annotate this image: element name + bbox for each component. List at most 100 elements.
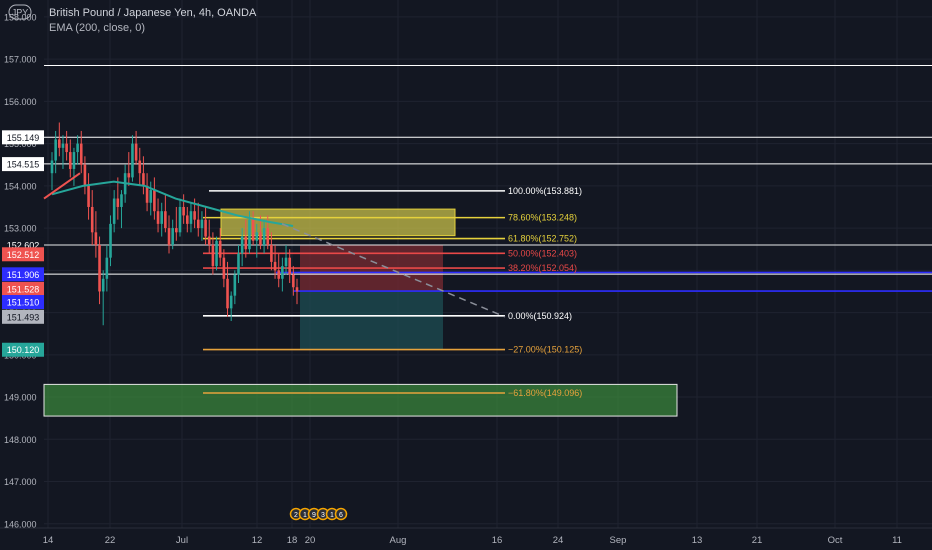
candle-body[interactable] bbox=[134, 143, 138, 161]
candle-body[interactable] bbox=[164, 211, 167, 229]
short-target-zone[interactable] bbox=[300, 291, 443, 350]
candle-body[interactable] bbox=[193, 211, 196, 220]
candle-body[interactable] bbox=[229, 295, 233, 309]
candle-body[interactable] bbox=[277, 270, 281, 279]
x-tick-label: Jul bbox=[176, 535, 188, 546]
x-tick-label: 14 bbox=[43, 535, 54, 546]
candle-body[interactable] bbox=[240, 236, 244, 254]
candle-body[interactable] bbox=[273, 261, 277, 271]
candle-body[interactable] bbox=[98, 244, 101, 292]
candle-body[interactable] bbox=[185, 215, 189, 224]
fib-level-label: −61.80%(149.096) bbox=[508, 388, 582, 398]
candle-body[interactable] bbox=[196, 219, 200, 229]
candle-body[interactable] bbox=[153, 190, 156, 212]
candle-body[interactable] bbox=[251, 219, 255, 241]
price-label-badge bbox=[2, 267, 44, 282]
candle-body[interactable] bbox=[76, 143, 79, 153]
candle-body[interactable] bbox=[255, 232, 259, 241]
green-zone[interactable] bbox=[43, 383, 678, 417]
candles[interactable] bbox=[50, 122, 299, 326]
fib-level-label: −27.00%(150.125) bbox=[508, 345, 582, 355]
fib-level-label: 61.80%(152.752) bbox=[508, 234, 577, 244]
red-trend-line[interactable] bbox=[43, 172, 81, 200]
candle-body[interactable] bbox=[259, 232, 262, 245]
candle-body[interactable] bbox=[61, 143, 65, 148]
candle-body[interactable] bbox=[295, 287, 299, 292]
candle-body[interactable] bbox=[83, 164, 87, 186]
x-tick-label: Oct bbox=[828, 535, 843, 546]
candle-body[interactable] bbox=[204, 219, 207, 237]
candle-body[interactable] bbox=[160, 211, 164, 224]
yellow-zone[interactable] bbox=[220, 208, 456, 237]
candle-body[interactable] bbox=[237, 253, 240, 275]
candle-body[interactable] bbox=[142, 173, 145, 186]
candle-body[interactable] bbox=[244, 236, 248, 250]
candle-body[interactable] bbox=[200, 219, 204, 229]
event-icon[interactable] bbox=[334, 507, 348, 521]
candle-body[interactable] bbox=[215, 240, 218, 267]
candle-body[interactable] bbox=[248, 219, 251, 250]
candle-body[interactable] bbox=[270, 244, 273, 262]
candle-body[interactable] bbox=[87, 185, 90, 207]
projection-line[interactable] bbox=[281, 223, 506, 318]
ema-line bbox=[51, 180, 294, 227]
candle-body[interactable] bbox=[156, 211, 160, 224]
symbol-badge[interactable] bbox=[8, 4, 32, 20]
candle-body[interactable] bbox=[233, 274, 237, 296]
candle-body[interactable] bbox=[50, 160, 54, 174]
candle-body[interactable] bbox=[266, 228, 270, 245]
candle-body[interactable] bbox=[284, 257, 288, 267]
candle-body[interactable] bbox=[65, 143, 68, 153]
candle-body[interactable] bbox=[207, 236, 211, 245]
x-tick-label: 20 bbox=[305, 535, 316, 546]
candle-body[interactable] bbox=[58, 139, 61, 148]
candle-body[interactable] bbox=[262, 228, 266, 245]
event-icon-label: 1 bbox=[330, 512, 334, 519]
x-tick-label: 16 bbox=[492, 535, 503, 546]
candle-body[interactable] bbox=[211, 244, 215, 267]
candle-body[interactable] bbox=[226, 278, 229, 309]
candle-body[interactable] bbox=[167, 228, 171, 245]
candle-body[interactable] bbox=[189, 211, 193, 224]
candle-body[interactable] bbox=[105, 257, 109, 279]
y-tick-label: 148.000 bbox=[4, 435, 37, 445]
event-icon-label: 1 bbox=[303, 512, 307, 519]
price-label-text: 151.493 bbox=[7, 312, 40, 322]
candle-body[interactable] bbox=[292, 274, 295, 288]
candle-body[interactable] bbox=[120, 194, 123, 207]
indicator-label[interactable]: EMA (200, close, 0) bbox=[49, 22, 145, 34]
x-axis[interactable]: 14 22 Jul 12 18 20 Aug 16 24 Sep 13 21 Oct 11 bbox=[0, 527, 932, 546]
candle-body[interactable] bbox=[94, 232, 98, 245]
candle-body[interactable] bbox=[149, 190, 153, 203]
candle-body[interactable] bbox=[131, 143, 134, 178]
candle-body[interactable] bbox=[288, 257, 291, 275]
price-label-badge bbox=[2, 309, 44, 324]
candle-body[interactable] bbox=[218, 240, 222, 258]
candle-body[interactable] bbox=[116, 198, 120, 207]
candle-body[interactable] bbox=[109, 223, 112, 258]
event-icon-label: 6 bbox=[339, 512, 343, 519]
candle-body[interactable] bbox=[182, 206, 185, 216]
candle-body[interactable] bbox=[79, 143, 83, 165]
fib-level-label: 38.20%(152.054) bbox=[508, 263, 577, 273]
candle-body[interactable] bbox=[178, 206, 182, 233]
candle-body[interactable] bbox=[175, 228, 178, 233]
x-tick-label: 18 bbox=[287, 535, 298, 546]
candle-body[interactable] bbox=[68, 152, 72, 169]
candle-body[interactable] bbox=[138, 160, 142, 174]
candle-body[interactable] bbox=[112, 198, 116, 224]
candle-body[interactable] bbox=[171, 228, 174, 245]
chart-title[interactable]: British Pound / Japanese Yen, 4h, OANDA bbox=[49, 7, 257, 19]
candle-body[interactable] bbox=[90, 206, 94, 233]
candle-body[interactable] bbox=[281, 266, 284, 279]
candle-body[interactable] bbox=[222, 257, 226, 279]
candle-body[interactable] bbox=[54, 139, 57, 161]
candle-body[interactable] bbox=[145, 185, 149, 203]
candle-body[interactable] bbox=[101, 278, 105, 292]
candle-body[interactable] bbox=[127, 173, 131, 178]
candle-body[interactable] bbox=[72, 152, 76, 169]
